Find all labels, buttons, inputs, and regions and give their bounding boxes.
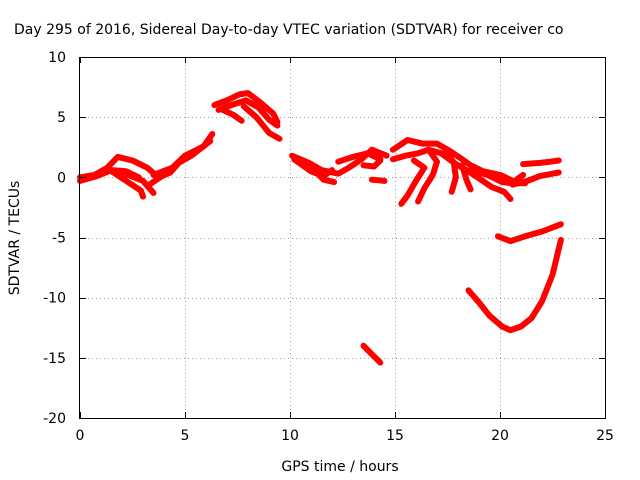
y-tick-label: -20	[43, 411, 66, 427]
x-tick-label: 0	[76, 428, 85, 444]
y-tick-label: 10	[48, 50, 66, 66]
x-tick-label: 5	[181, 428, 190, 444]
x-tick-label: 20	[491, 428, 509, 444]
series-arc-29	[360, 342, 384, 366]
series-arc-22	[459, 162, 474, 193]
series-arc-08	[215, 97, 281, 129]
series-arc-09	[219, 106, 245, 124]
y-axis-label: SDTVAR / TECUs	[7, 181, 23, 296]
series-arc-13	[308, 163, 338, 186]
y-tick-labels: -20 -15 -10 -5 0 5 10	[43, 50, 66, 427]
series-arc-21	[442, 146, 459, 195]
series-arc-06	[150, 138, 214, 178]
series-arc-27	[494, 221, 564, 245]
series-arc-26	[511, 171, 527, 184]
series-arc-03	[108, 168, 146, 200]
series-arc-19	[398, 157, 428, 207]
x-axis-label: GPS time / hours	[281, 459, 398, 475]
series-arc-16	[368, 176, 388, 184]
series-arc-10	[240, 103, 283, 142]
x-tick-labels: 0 5 10 15 20 25	[76, 428, 614, 444]
y-tick-label: 0	[57, 170, 66, 186]
series-arc-25	[520, 157, 562, 168]
plot-frame	[79, 57, 606, 419]
series-arc-17	[389, 137, 514, 183]
series-arc-24	[509, 169, 562, 188]
axis-ticks	[80, 57, 606, 419]
x-tick-label: 10	[281, 428, 299, 444]
series-arc-04	[119, 169, 157, 196]
series-arc-15	[360, 157, 384, 170]
y-tick-label: -5	[52, 231, 66, 247]
y-tick-label: 5	[57, 110, 66, 126]
chart-title: Day 295 of 2016, Sidereal Day-to-day VTE…	[14, 22, 563, 38]
series-arc-14	[335, 150, 384, 165]
y-tick-label: -10	[43, 291, 66, 307]
data-series	[77, 90, 564, 366]
y-tick-label: -15	[43, 351, 66, 367]
x-tick-label: 25	[596, 428, 614, 444]
x-tick-label: 15	[386, 428, 404, 444]
series-arc-28	[465, 236, 564, 334]
series-arc-20	[415, 146, 440, 205]
series-arc-07	[211, 90, 281, 125]
